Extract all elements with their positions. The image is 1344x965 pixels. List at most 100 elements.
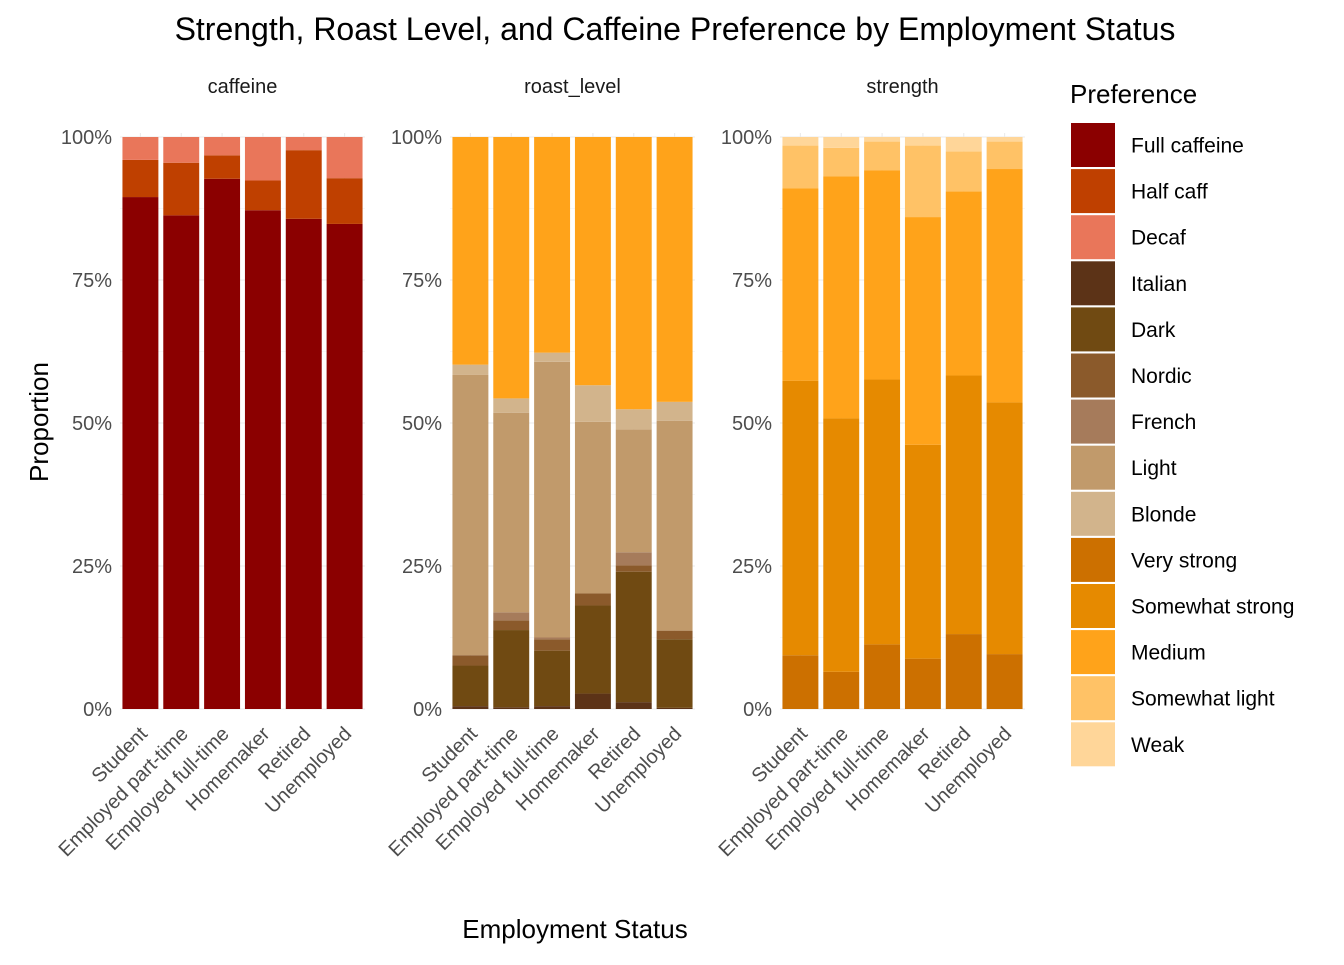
bar-segment-very-strong: Student — Very strong: 9.4% xyxy=(782,655,819,709)
bar-segment-full-caffeine: Student — Full caffeine: 89.5% xyxy=(122,197,159,709)
bar-segment-very-strong: Unemployed — Very strong: 9.6% xyxy=(986,654,1023,709)
y-tick-label: 25% xyxy=(732,556,772,578)
facet-panels: Student — Full caffeine: 89.5%Employed p… xyxy=(55,76,1025,861)
y-tick-label: 75% xyxy=(402,270,442,292)
facet-strip-label: strength xyxy=(866,76,938,98)
bar-segment-italian: Employed part-time — Italian: 0.3% xyxy=(493,707,530,709)
facet-panel-strength: Student — Very strong: 9.4%Employed part… xyxy=(715,76,1025,861)
legend-key-weak xyxy=(1071,722,1115,767)
legend-label: Nordic xyxy=(1131,365,1192,388)
bar-segment-french: Retired — French: 2.3% xyxy=(615,552,652,566)
bar-segment-very-strong: Homemaker — Very strong: 8.8% xyxy=(904,658,941,709)
bar-segment-medium: Unemployed — Medium: 40.8% xyxy=(986,169,1023,403)
bar-segment-weak: Retired — Weak: 2.5% xyxy=(945,137,982,152)
bar-segment-decaf: Student — Decaf: 4.0% xyxy=(122,137,159,160)
bar-segment-half-caff: Employed part-time — Half caff: 9.2% xyxy=(163,162,200,216)
y-tick-label: 0% xyxy=(743,699,772,721)
bar-segment-nordic: Employed full-time — Nordic: 2.0% xyxy=(534,639,571,651)
legend-key-half-caff xyxy=(1071,169,1115,214)
bar-segment-blonde: Employed part-time — Blonde: 2.5% xyxy=(493,398,530,413)
legend-label: Blonde xyxy=(1131,503,1196,526)
legend-key-light xyxy=(1071,445,1115,490)
legend-key-nordic xyxy=(1071,353,1115,398)
bar-segment-weak: Employed part-time — Weak: 1.9% xyxy=(823,137,860,148)
bar-segment-dark: Retired — Dark: 22.8% xyxy=(615,571,652,703)
legend-key-medium xyxy=(1071,630,1115,675)
bar-segment-decaf: Homemaker — Decaf: 7.6% xyxy=(244,137,281,181)
bar-segment-nordic: Homemaker — Nordic: 2.1% xyxy=(574,593,611,606)
bar-segment-italian: Homemaker — Italian: 2.7% xyxy=(574,693,611,709)
bar-segment-dark: Unemployed — Dark: 12.0% xyxy=(656,639,693,708)
bar-segment-somewhat-strong: Retired — Somewhat strong: 45.2% xyxy=(945,375,982,635)
legend-key-decaf xyxy=(1071,215,1115,260)
legend-label: Decaf xyxy=(1131,227,1186,250)
legend-title: Preference xyxy=(1070,79,1197,109)
bar-segment-somewhat-strong: Homemaker — Somewhat strong: 37.4% xyxy=(904,444,941,659)
bar-segment-nordic: Retired — Nordic: 1.1% xyxy=(615,565,652,572)
bar-segment-light: Retired — Light: 21.5% xyxy=(615,429,652,553)
y-tick-label: 100% xyxy=(721,127,772,149)
y-tick-label: 25% xyxy=(72,556,112,578)
legend: Preference Full caffeine Half caff Decaf It… xyxy=(1070,79,1294,767)
bar-segment-medium: Employed part-time — Medium: 45.7% xyxy=(493,137,530,399)
bar-segment-decaf: Unemployed — Decaf: 7.2% xyxy=(326,137,363,179)
bar-segment-somewhat-strong: Employed full-time — Somewhat strong: 46… xyxy=(864,379,901,645)
legend-key-very-strong xyxy=(1071,537,1115,582)
legend-label: Very strong xyxy=(1131,549,1237,572)
bar-segment-half-caff: Unemployed — Half caff: 8.0% xyxy=(326,178,363,224)
bar-segment-dark: Employed full-time — Dark: 9.7% xyxy=(534,650,571,707)
bar-segment-weak: Unemployed — Weak: 0.8% xyxy=(986,137,1023,142)
bar-segment-nordic: Student — Nordic: 1.8% xyxy=(452,655,489,666)
y-axis-title: Proportion xyxy=(24,362,54,482)
bar-segment-light: Employed full-time — Light: 48.2% xyxy=(534,361,571,638)
legend-key-full-caffeine xyxy=(1071,123,1115,167)
facet-panel-roast_level: Student — Italian: 0.5% Employed part-tim… xyxy=(385,76,695,861)
legend-key-somewhat-strong xyxy=(1071,584,1115,628)
bar-segment-italian: Unemployed — Italian: 0.2% xyxy=(656,707,693,709)
legend-label: Somewhat light xyxy=(1131,688,1275,711)
bar-segment-half-caff: Homemaker — Half caff: 5.2% xyxy=(244,180,281,211)
bar-segment-decaf: Retired — Decaf: 2.3% xyxy=(285,137,322,151)
legend-label: Full caffeine xyxy=(1131,135,1244,158)
y-tick-label: 100% xyxy=(391,127,442,149)
bar-segment-decaf: Employed full-time — Decaf: 3.2% xyxy=(204,137,241,156)
bar-segment-dark: Employed part-time — Dark: 13.5% xyxy=(493,630,530,708)
y-tick-label: 50% xyxy=(732,413,772,435)
y-tick-label: 0% xyxy=(83,699,112,721)
bar-segment-medium: Homemaker — Medium: 39.8% xyxy=(904,217,941,445)
bar-segment-italian: Student — Italian: 0.5% xyxy=(452,706,489,709)
bar-segment-light: Homemaker — Light: 30.0% xyxy=(574,421,611,594)
bar-segment-very-strong: Employed part-time — Very strong: 6.5% xyxy=(823,671,860,709)
bar-segment-medium: Unemployed — Medium: 46.3% xyxy=(656,137,693,402)
bar-segment-very-strong: Employed full-time — Very strong: 11.3% xyxy=(864,644,901,709)
bar-segment-italian: Employed full-time — Italian: 0.5% xyxy=(534,706,571,709)
bar-segment-weak: Student — Weak: 1.5% xyxy=(782,137,819,146)
bar-segment-somewhat-strong: Unemployed — Somewhat strong: 44.0% xyxy=(986,402,1023,655)
y-tick-label: 50% xyxy=(72,413,112,435)
legend-key-somewhat-light xyxy=(1071,676,1115,721)
bar-segment-nordic: Unemployed — Nordic: 1.5% xyxy=(656,630,693,640)
bar-segment-medium: Retired — Medium: 47.6% xyxy=(615,137,652,410)
legend-label: Dark xyxy=(1131,319,1176,342)
y-tick-label: 50% xyxy=(402,413,442,435)
bar-segment-somewhat-light: Retired — Somewhat light: 7.0% xyxy=(945,151,982,192)
legend-key-italian xyxy=(1071,261,1115,306)
facet-strip-label: caffeine xyxy=(208,76,278,98)
chart-title: Strength, Roast Level, and Caffeine Pref… xyxy=(175,11,1176,47)
x-axis-title: Employment Status xyxy=(462,914,687,944)
bar-segment-half-caff: Student — Half caff: 6.5% xyxy=(122,159,159,198)
bar-segment-light: Student — Light: 49.0% xyxy=(452,374,489,656)
legend-label: Light xyxy=(1131,457,1177,480)
bar-segment-medium: Homemaker — Medium: 43.4% xyxy=(574,137,611,386)
bar-segment-dark: Homemaker — Dark: 15.4% xyxy=(574,605,611,694)
bar-segment-medium: Student — Medium: 33.6% xyxy=(782,188,819,381)
legend-key-dark xyxy=(1071,307,1115,352)
bar-segment-half-caff: Retired — Half caff: 12.0% xyxy=(285,150,322,219)
bar-segment-very-strong: Retired — Very strong: 13.1% xyxy=(945,634,982,709)
y-tick-label: 0% xyxy=(413,699,442,721)
legend-label: French xyxy=(1131,411,1196,434)
bar-segment-somewhat-light: Homemaker — Somewhat light: 12.5% xyxy=(904,145,941,218)
bar-segment-medium: Employed full-time — Medium: 36.6% xyxy=(864,170,901,380)
facet-strip-label: roast_level xyxy=(524,76,621,98)
